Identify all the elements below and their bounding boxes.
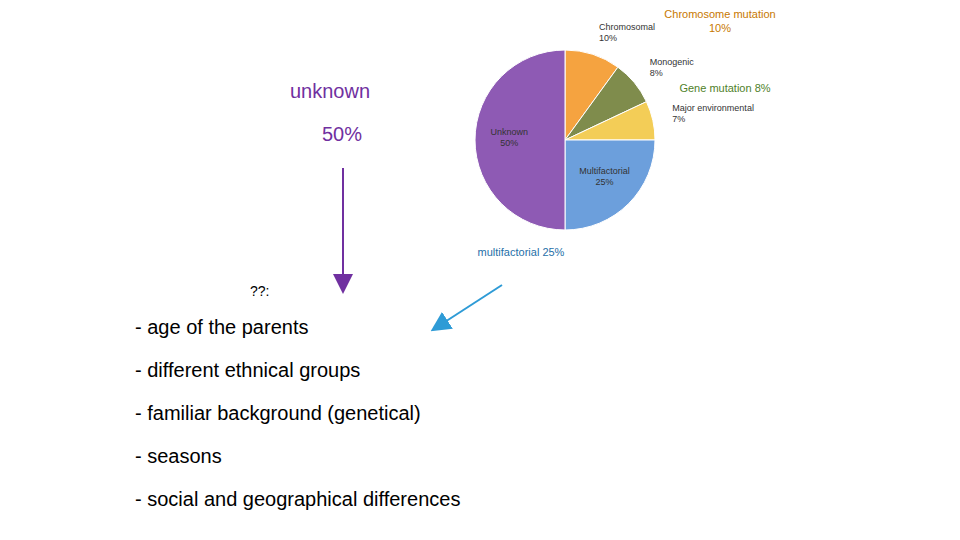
svg-text:Gene mutation 8%: Gene mutation 8% <box>679 82 770 94</box>
svg-text:unknown: unknown <box>290 80 370 102</box>
svg-text:- seasons: - seasons <box>135 445 222 467</box>
svg-text:- age of the parents: - age of the parents <box>135 316 308 338</box>
svg-text:Unknown50%: Unknown50% <box>490 127 528 148</box>
svg-text:- familiar background (genetic: - familiar background (genetical) <box>135 402 421 424</box>
svg-text:50%: 50% <box>322 123 362 145</box>
svg-text:- different ethnical groups: - different ethnical groups <box>135 359 360 381</box>
svg-text:Chromosome mutation10%: Chromosome mutation10% <box>664 8 775 34</box>
svg-text:multifactorial 25%: multifactorial 25% <box>478 246 565 258</box>
svg-text:- social and geographical diff: - social and geographical differences <box>135 488 460 510</box>
svg-text:Chromosomal10%: Chromosomal10% <box>599 22 655 43</box>
svg-text:Multifactorial25%: Multifactorial25% <box>579 166 630 187</box>
svg-text:Monogenic8%: Monogenic8% <box>650 57 695 78</box>
svg-text:??:: ??: <box>250 283 269 299</box>
svg-text:Major environmental7%: Major environmental7% <box>672 103 754 124</box>
